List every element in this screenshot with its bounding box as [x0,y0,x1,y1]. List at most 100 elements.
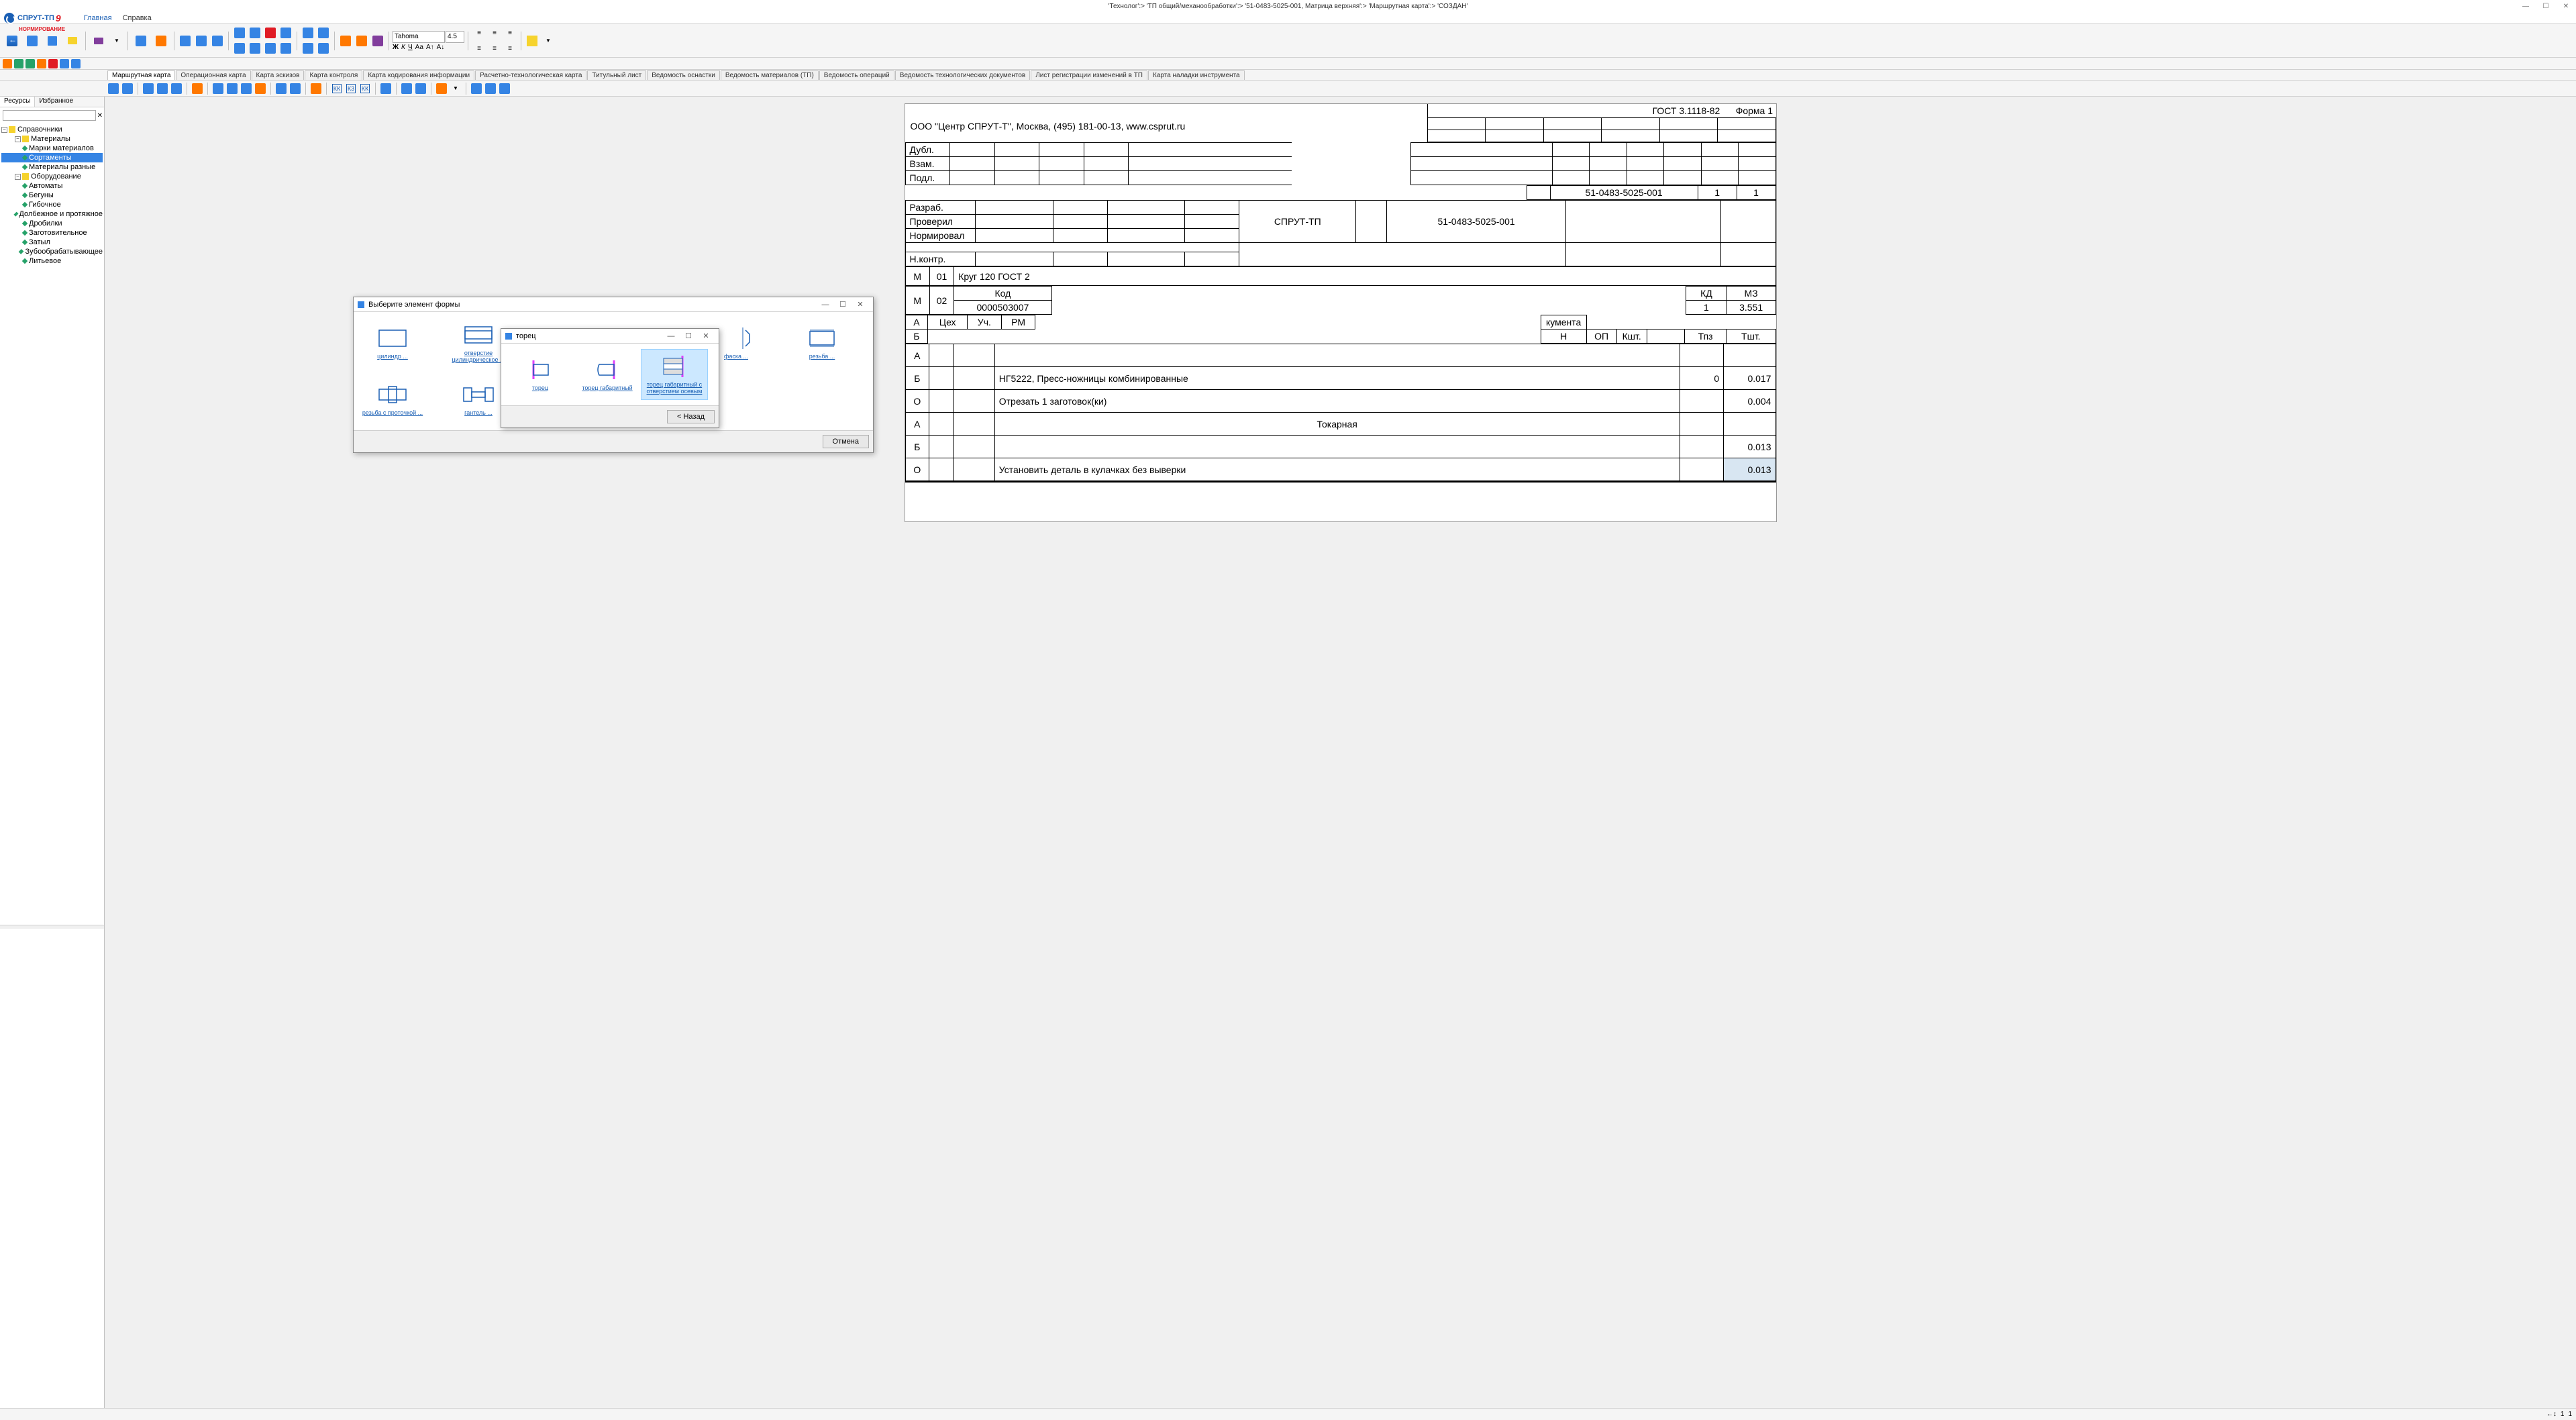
row-insert-2[interactable] [248,26,262,40]
doc-tab[interactable]: Операционная карта [176,70,250,80]
shape-option[interactable]: цилиндр ... [359,317,426,368]
row-cell[interactable] [953,390,994,413]
m02-code[interactable]: 0000503007 [954,301,1051,315]
dialog-maximize[interactable]: ☐ [834,298,852,311]
search-clear-icon[interactable]: ✕ [97,112,103,119]
t2-21[interactable] [499,83,511,95]
sidebar-search[interactable] [3,110,96,121]
doc-tab[interactable]: Ведомость операций [819,70,894,80]
print-dropdown[interactable]: ▼ [109,34,124,48]
tree-node[interactable]: Материалы разные [1,162,103,172]
tree-node[interactable]: Автоматы [1,181,103,191]
operation-row[interactable]: БНГ5222, Пресс-ножницы комбинированные00… [905,367,1775,390]
qbtn-5[interactable] [48,59,58,68]
tree-node[interactable]: Дробилки [1,219,103,228]
doc-tab[interactable]: Карта эскизов [252,70,305,80]
t2-20[interactable] [484,83,497,95]
dialog-close[interactable]: ✕ [852,298,869,311]
t2-3[interactable] [142,83,154,95]
tree-node[interactable]: Сортаменты [1,153,103,162]
m02-kd[interactable]: 1 [1686,301,1727,315]
table-btn-2[interactable] [194,34,209,48]
operation-row[interactable]: Б0.013 [905,436,1775,458]
row-delete[interactable] [263,26,278,40]
col-2[interactable] [248,41,262,56]
doc-tab[interactable]: Карта наладки инструмента [1148,70,1245,80]
doc-tab[interactable]: Ведомость материалов (ТП) [721,70,819,80]
italic-btn[interactable]: К [401,44,405,51]
doc-tab[interactable]: Ведомость технологических документов [895,70,1030,80]
menu-home[interactable]: Главная [79,13,117,23]
t2-15[interactable] [401,83,413,95]
maximize-button[interactable]: ☐ [2536,0,2556,12]
operation-row[interactable]: ООтрезать 1 заготовок(ки)0.004 [905,390,1775,413]
tpz-cell[interactable] [1680,413,1723,436]
tree-node[interactable]: −Материалы [1,134,103,144]
attr-2[interactable] [354,34,369,48]
new-button[interactable] [23,32,42,50]
tpz-cell[interactable] [1680,390,1723,413]
list-3[interactable] [301,41,315,56]
t2-6[interactable] [191,83,203,95]
tree-node[interactable]: Марки материалов [1,144,103,153]
t2-10[interactable] [254,83,266,95]
t2-14[interactable] [380,83,392,95]
row-4[interactable] [278,26,293,40]
tree-node[interactable]: Бегуны [1,191,103,200]
print-button[interactable] [89,32,108,50]
row-text[interactable] [994,344,1680,367]
shape-option[interactable]: торец [507,349,574,400]
row-cell[interactable] [953,367,994,390]
fill-color[interactable] [525,34,539,48]
align-center[interactable]: ≡ [487,26,502,40]
t2-2[interactable] [121,83,134,95]
row-text[interactable]: Токарная [994,413,1680,436]
open-button[interactable] [63,32,82,50]
table-btn-3[interactable] [210,34,225,48]
operation-row[interactable]: АТокарная [905,413,1775,436]
t2-7[interactable] [212,83,224,95]
attr-3[interactable] [370,34,385,48]
shape-option[interactable]: резьба ... [788,317,856,368]
tree-node[interactable]: Зубообрабатывающее [1,247,103,256]
row-cell[interactable] [953,344,994,367]
t2-16[interactable] [415,83,427,95]
font-name-select[interactable] [393,31,445,43]
operation-row[interactable]: А [905,344,1775,367]
doc-tab[interactable]: Ведомость оснастки [647,70,720,80]
t2-18[interactable]: ▼ [450,83,462,95]
tree-node[interactable]: Долбежное и протяжное [1,209,103,219]
tree-node[interactable]: Затыл [1,238,103,247]
t2-19[interactable] [470,83,482,95]
t2-4[interactable] [156,83,168,95]
dialog-close[interactable]: ✕ [697,329,715,343]
bold-btn[interactable]: Ж [393,44,399,51]
row-text[interactable]: Отрезать 1 заготовок(ки) [994,390,1680,413]
m02-mz[interactable]: 3.551 [1727,301,1775,315]
valign-mid[interactable]: ≡ [487,41,502,56]
t2-k3[interactable]: К3 [345,83,357,95]
dialog-maximize[interactable]: ☐ [680,329,697,343]
font-case-btn[interactable]: Аа [415,44,423,51]
back-button[interactable]: < Назад [667,410,715,423]
font-size-select[interactable] [446,31,464,43]
list-4[interactable] [316,41,331,56]
operation-row[interactable]: ОУстановить деталь в кулачках без выверк… [905,458,1775,481]
close-button[interactable]: ✕ [2556,0,2576,12]
col-4[interactable] [278,41,293,56]
tree-root[interactable]: − Справочники [1,125,103,134]
tsht-cell[interactable] [1724,344,1775,367]
minimize-button[interactable]: — [2516,0,2536,12]
tool-2[interactable] [152,32,170,50]
tree-node[interactable]: −Оборудование [1,172,103,181]
row-cell[interactable] [953,458,994,481]
tree-toggle-icon[interactable]: − [1,127,7,133]
t2-12[interactable] [289,83,301,95]
sidebar-tab-resources[interactable]: Ресурсы [0,97,35,107]
shape-option[interactable]: торец габаритный [574,349,641,400]
t2-17[interactable] [435,83,448,95]
tsht-cell[interactable]: 0.017 [1724,367,1775,390]
align-right[interactable]: ≡ [503,26,517,40]
tsht-cell[interactable]: 0.013 [1724,436,1775,458]
tsht-cell[interactable]: 0.013 [1724,458,1775,481]
